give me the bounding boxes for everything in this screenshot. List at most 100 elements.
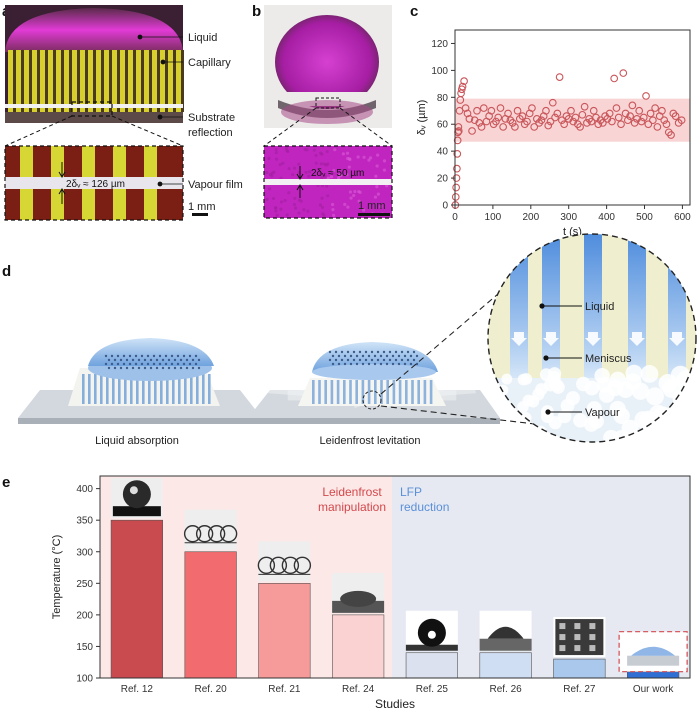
data-point xyxy=(628,101,637,110)
dot xyxy=(373,354,377,358)
vapour-bubble xyxy=(526,395,540,408)
bar-axis-ticks: 100 150 200 250 300 350 400 xyxy=(76,484,100,685)
y-tick-label: 120 xyxy=(431,39,448,50)
thumb-pattern xyxy=(559,623,566,630)
data-point xyxy=(460,77,468,86)
speckle xyxy=(281,161,285,165)
capillary-array xyxy=(5,50,184,112)
data-point xyxy=(667,131,675,139)
data-point xyxy=(637,117,646,126)
speckle xyxy=(302,208,306,212)
dot xyxy=(364,358,368,362)
y-tick-label: 60 xyxy=(437,120,449,131)
inset-label-vapour: Vapour xyxy=(585,407,620,419)
dot xyxy=(400,350,404,354)
panel-label-b: b xyxy=(252,3,261,20)
dot xyxy=(379,354,383,358)
dot xyxy=(194,354,198,358)
dot xyxy=(406,358,410,362)
x-tick-label: 200 xyxy=(522,212,539,223)
dot xyxy=(119,366,123,370)
data-point xyxy=(635,106,644,115)
data-point xyxy=(617,120,625,129)
dot xyxy=(131,358,135,362)
channel xyxy=(343,380,346,404)
inset-magnified: Liquid Meniscus Vapour xyxy=(487,233,697,443)
capillary xyxy=(168,50,173,112)
speckle xyxy=(308,170,312,174)
dot xyxy=(170,362,174,366)
speckle xyxy=(343,202,347,207)
dot xyxy=(104,354,108,358)
speckle xyxy=(292,166,297,170)
capillary xyxy=(112,50,117,112)
vapour-bubble xyxy=(675,429,695,442)
vapour-bubble xyxy=(640,365,659,383)
capillary xyxy=(48,50,53,112)
channel xyxy=(112,374,115,404)
x-tick-label: 500 xyxy=(636,212,653,223)
capillary xyxy=(16,50,21,112)
speckle xyxy=(274,151,278,155)
y-tick-label: 100 xyxy=(431,66,448,77)
capillary-gap xyxy=(101,50,104,112)
speckle xyxy=(265,170,269,175)
x-category-label: Ref. 20 xyxy=(195,684,228,695)
speckle xyxy=(268,187,272,191)
dot xyxy=(409,362,413,366)
channel xyxy=(106,374,109,404)
data-point xyxy=(518,112,527,121)
speckle xyxy=(324,163,328,167)
data-point xyxy=(651,104,659,112)
dot xyxy=(409,354,413,358)
speckle xyxy=(274,147,278,152)
dot xyxy=(382,350,386,354)
thumb-drops xyxy=(281,556,300,575)
speckle xyxy=(376,192,380,196)
speckle xyxy=(348,157,352,162)
vapour-bubble xyxy=(530,431,544,442)
bar-ref-25 xyxy=(405,652,458,679)
speckle xyxy=(285,148,289,153)
bar-our-work xyxy=(627,671,680,679)
capillary xyxy=(40,50,45,112)
dot xyxy=(152,362,156,366)
data-point xyxy=(594,120,603,129)
panel-b: b 2δᵥ ≈ 50 µm 1 mm xyxy=(252,3,393,219)
capillary xyxy=(104,50,109,112)
dot xyxy=(125,366,129,370)
speckle xyxy=(267,156,271,161)
inset-channel xyxy=(510,234,528,394)
data-point xyxy=(455,106,464,115)
capillary xyxy=(8,50,13,112)
channel xyxy=(130,374,133,404)
speckle xyxy=(291,173,295,177)
dot xyxy=(370,350,374,354)
speckle xyxy=(297,162,301,166)
dot xyxy=(337,354,341,358)
speckle xyxy=(292,202,297,207)
data-point xyxy=(553,109,562,118)
capillary-gap xyxy=(149,50,152,112)
channel xyxy=(118,374,121,404)
speckle xyxy=(318,151,323,155)
dot xyxy=(355,354,359,358)
dot xyxy=(173,358,177,362)
channel xyxy=(336,380,340,404)
channel xyxy=(88,374,91,404)
x-category-label: Ref. 24 xyxy=(342,684,375,695)
dot xyxy=(340,350,344,354)
dot xyxy=(170,354,174,358)
capillary-gap xyxy=(77,50,80,112)
thumb-pattern xyxy=(574,645,581,652)
y-tick-label: 300 xyxy=(76,547,93,558)
capillary xyxy=(64,50,69,112)
dot xyxy=(128,362,132,366)
channel xyxy=(367,380,371,404)
speckle xyxy=(319,162,323,166)
speckle xyxy=(322,213,326,217)
capillary-gap xyxy=(173,50,176,112)
vapour-film-band xyxy=(5,177,183,189)
dot xyxy=(167,358,171,362)
channel xyxy=(196,374,199,404)
